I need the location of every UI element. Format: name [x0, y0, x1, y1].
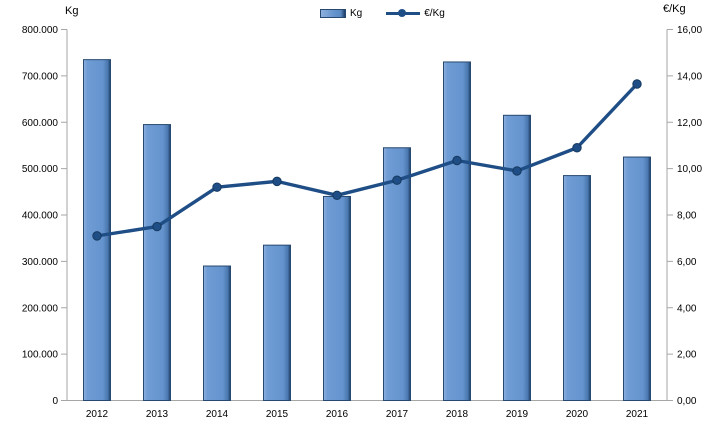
- bar-2016: [323, 195, 351, 401]
- x-axis-category-label: 2020: [566, 409, 589, 420]
- left-axis-tick-label: 500.000: [22, 164, 59, 175]
- line-marker-2017: [392, 175, 402, 185]
- legend-item-kg: Kg: [320, 8, 362, 19]
- bar-2020: [563, 175, 591, 401]
- left-axis-tick-label: 800.000: [22, 25, 59, 36]
- bar-2015: [263, 244, 291, 401]
- line-marker-2013: [152, 221, 162, 232]
- x-axis-category-label: 2014: [206, 409, 229, 420]
- left-axis-tick-label: 300.000: [22, 257, 59, 268]
- right-axis-tick-label: 16,00: [677, 25, 702, 36]
- left-axis-tick-label: 100.000: [22, 350, 59, 361]
- right-axis-tick-label: 12,00: [677, 118, 702, 129]
- legend-label-eur-kg: €/Kg: [424, 8, 445, 19]
- price-line: [95, 82, 639, 238]
- bar-2021: [623, 156, 651, 401]
- bar-2012: [83, 59, 111, 402]
- left-axis-tick-label: 400.000: [22, 211, 59, 222]
- left-axis-tick-label: 700.000: [22, 71, 59, 82]
- line-marker-2018: [452, 155, 462, 166]
- line-marker-2012: [92, 231, 102, 241]
- x-axis-category-label: 2018: [446, 409, 469, 420]
- left-axis-title: Kg: [65, 5, 79, 17]
- left-axis-tick-label: 200.000: [22, 303, 59, 314]
- bar-series-swatch-icon: [320, 9, 346, 18]
- x-axis-category-label: 2021: [626, 409, 649, 420]
- bars-group: [83, 59, 651, 402]
- right-axis-tick-label: 0,00: [677, 396, 697, 407]
- bar-2017: [383, 147, 411, 401]
- right-axis-tick-label: 2,00: [677, 350, 697, 361]
- bar-2018: [443, 61, 471, 402]
- line-series-swatch-icon: [386, 9, 421, 17]
- line-marker-2020: [572, 143, 582, 153]
- right-axis-tick-label: 4,00: [677, 303, 697, 314]
- x-axis-category-label: 2015: [266, 409, 289, 420]
- legend-item-eur-kg: €/Kg: [386, 8, 445, 19]
- left-axis-tick-label: 600.000: [22, 118, 59, 129]
- line-group: [92, 79, 642, 241]
- right-axis-tick-label: 14,00: [677, 71, 702, 82]
- x-axis-category-label: 2016: [326, 409, 349, 420]
- right-axis-tick-label: 8,00: [677, 211, 697, 222]
- left-axis-tick-label: 0: [52, 396, 58, 407]
- legend: Kg €/Kg: [320, 8, 445, 19]
- line-marker-icon: [398, 9, 407, 17]
- legend-label-kg: Kg: [350, 8, 363, 19]
- right-axis-title: €/Kg: [663, 3, 686, 15]
- tick-labels-group: 0 0,00 100.000 2,00 200.000 4,00 300.000 6,00 40…: [22, 25, 703, 420]
- right-axis-tick-label: 10,00: [677, 164, 702, 175]
- bar-2014: [203, 265, 231, 402]
- line-marker-2019: [512, 166, 522, 176]
- bar-2019: [503, 114, 531, 401]
- line-marker-2014: [212, 182, 222, 192]
- x-axis-category-label: 2017: [386, 409, 409, 420]
- x-axis-category-label: 2012: [86, 409, 109, 420]
- line-marker-2016: [332, 190, 342, 200]
- bar-2013: [143, 124, 171, 401]
- right-axis-tick-label: 6,00: [677, 257, 697, 268]
- line-marker-2021: [632, 79, 642, 89]
- line-marker-2015: [272, 176, 282, 187]
- x-axis-category-label: 2013: [146, 409, 169, 420]
- x-axis-category-label: 2019: [506, 409, 529, 420]
